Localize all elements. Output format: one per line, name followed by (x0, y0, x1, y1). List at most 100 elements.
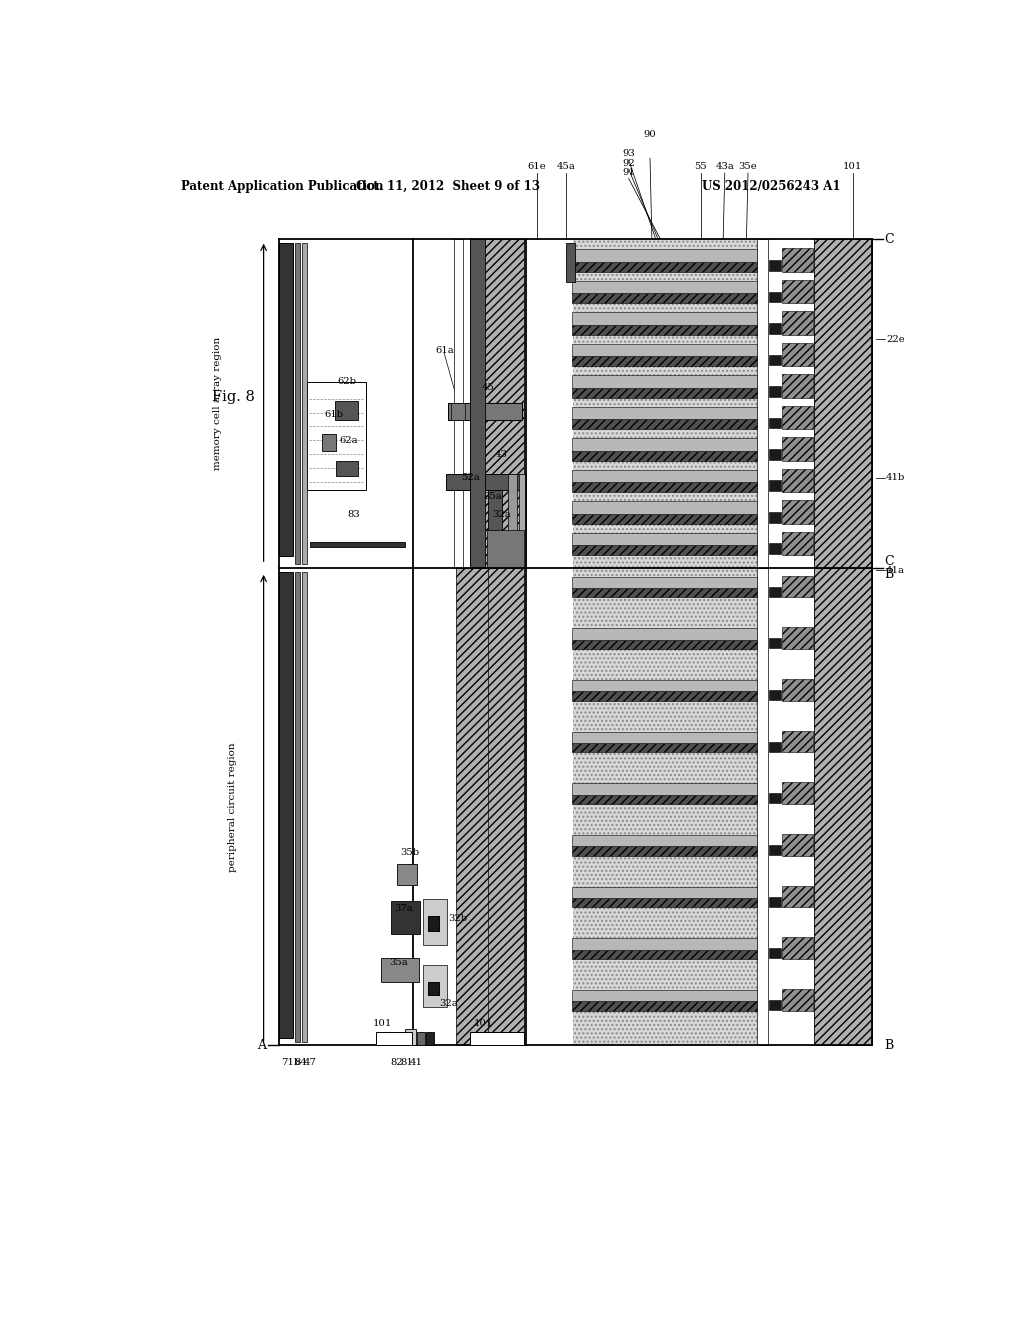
Bar (429, 239, 435, 1045)
Bar (572, 239, 757, 568)
Text: 83: 83 (347, 511, 360, 519)
Bar (423, 965, 446, 1007)
Text: 35b: 35b (400, 849, 419, 858)
Bar (428, 982, 438, 995)
Bar (572, 418, 757, 429)
Bar (769, 948, 781, 958)
Bar (572, 281, 757, 293)
Bar (528, 239, 536, 1045)
Bar (572, 249, 757, 261)
Text: US 2012/0256243 A1: US 2012/0256243 A1 (701, 180, 840, 193)
Bar (508, 474, 517, 568)
Bar (572, 640, 757, 649)
Text: 22e: 22e (886, 335, 904, 343)
Bar (782, 407, 813, 429)
Bar (769, 480, 781, 491)
Text: 61e: 61e (527, 162, 547, 172)
Bar (404, 1028, 416, 1045)
Bar (449, 404, 521, 420)
Bar (782, 248, 813, 272)
Bar (782, 783, 813, 804)
Bar (335, 401, 358, 420)
Bar (445, 474, 521, 490)
Bar (470, 239, 485, 568)
Bar (572, 356, 757, 366)
Bar (769, 512, 781, 523)
Bar (428, 916, 438, 932)
Bar (572, 898, 757, 907)
Bar (572, 950, 757, 960)
Bar (322, 434, 336, 451)
Bar (572, 438, 757, 450)
Text: 101: 101 (373, 1019, 392, 1028)
Bar (782, 627, 813, 649)
Text: 71b: 71b (281, 1057, 300, 1067)
Bar (572, 783, 757, 795)
Bar (758, 568, 768, 1045)
Bar (572, 834, 757, 846)
Bar (426, 1032, 434, 1045)
Bar (280, 572, 293, 1038)
Bar (470, 1032, 524, 1045)
Bar (782, 834, 813, 855)
Bar (572, 680, 757, 692)
Bar (782, 312, 813, 334)
Text: 32b: 32b (449, 913, 467, 923)
Text: 93: 93 (623, 149, 635, 158)
Text: 84: 84 (295, 1057, 307, 1067)
Bar (302, 572, 307, 1041)
Text: 91: 91 (623, 168, 635, 177)
Text: 41: 41 (410, 1057, 422, 1067)
Bar (769, 690, 781, 700)
Text: 90: 90 (643, 131, 656, 139)
Bar (376, 1032, 412, 1045)
Bar (572, 939, 757, 950)
Bar (769, 845, 781, 855)
Bar (572, 731, 757, 743)
Bar (572, 545, 757, 554)
Bar (782, 280, 813, 304)
Text: 45a: 45a (556, 162, 575, 172)
Bar (519, 474, 526, 568)
Bar (572, 628, 757, 640)
Text: 37a: 37a (394, 904, 413, 913)
Bar (414, 239, 525, 1045)
Bar (566, 243, 575, 281)
Bar (572, 470, 757, 482)
Bar (454, 239, 463, 568)
Bar (572, 261, 757, 272)
Bar (572, 568, 757, 1045)
Text: 35e: 35e (738, 162, 758, 172)
Bar (572, 795, 757, 804)
Text: Fig. 8: Fig. 8 (212, 391, 255, 404)
Text: B: B (885, 569, 894, 582)
Bar (769, 638, 781, 648)
Bar (769, 323, 781, 334)
Bar (572, 239, 757, 568)
Bar (381, 958, 419, 982)
Text: 45: 45 (481, 383, 495, 392)
Bar (769, 544, 781, 554)
Text: 81: 81 (400, 1057, 413, 1067)
Bar (769, 586, 781, 597)
Bar (295, 243, 300, 564)
Text: peripheral circuit region: peripheral circuit region (228, 742, 238, 871)
Text: 35a: 35a (389, 958, 408, 966)
Bar (470, 239, 524, 568)
Bar (280, 243, 293, 557)
Bar (769, 449, 781, 459)
Text: C: C (885, 232, 894, 246)
Text: 62b: 62b (337, 378, 356, 387)
Text: 43: 43 (495, 450, 508, 459)
Bar (769, 896, 781, 907)
Bar (572, 743, 757, 752)
Text: 32a: 32a (493, 510, 511, 519)
Bar (782, 437, 813, 461)
Bar (486, 529, 524, 568)
Bar (554, 239, 560, 1045)
Text: 52a: 52a (461, 473, 480, 482)
Text: C: C (885, 554, 894, 568)
Bar (782, 500, 813, 524)
Bar (428, 916, 438, 932)
Bar (572, 407, 757, 418)
